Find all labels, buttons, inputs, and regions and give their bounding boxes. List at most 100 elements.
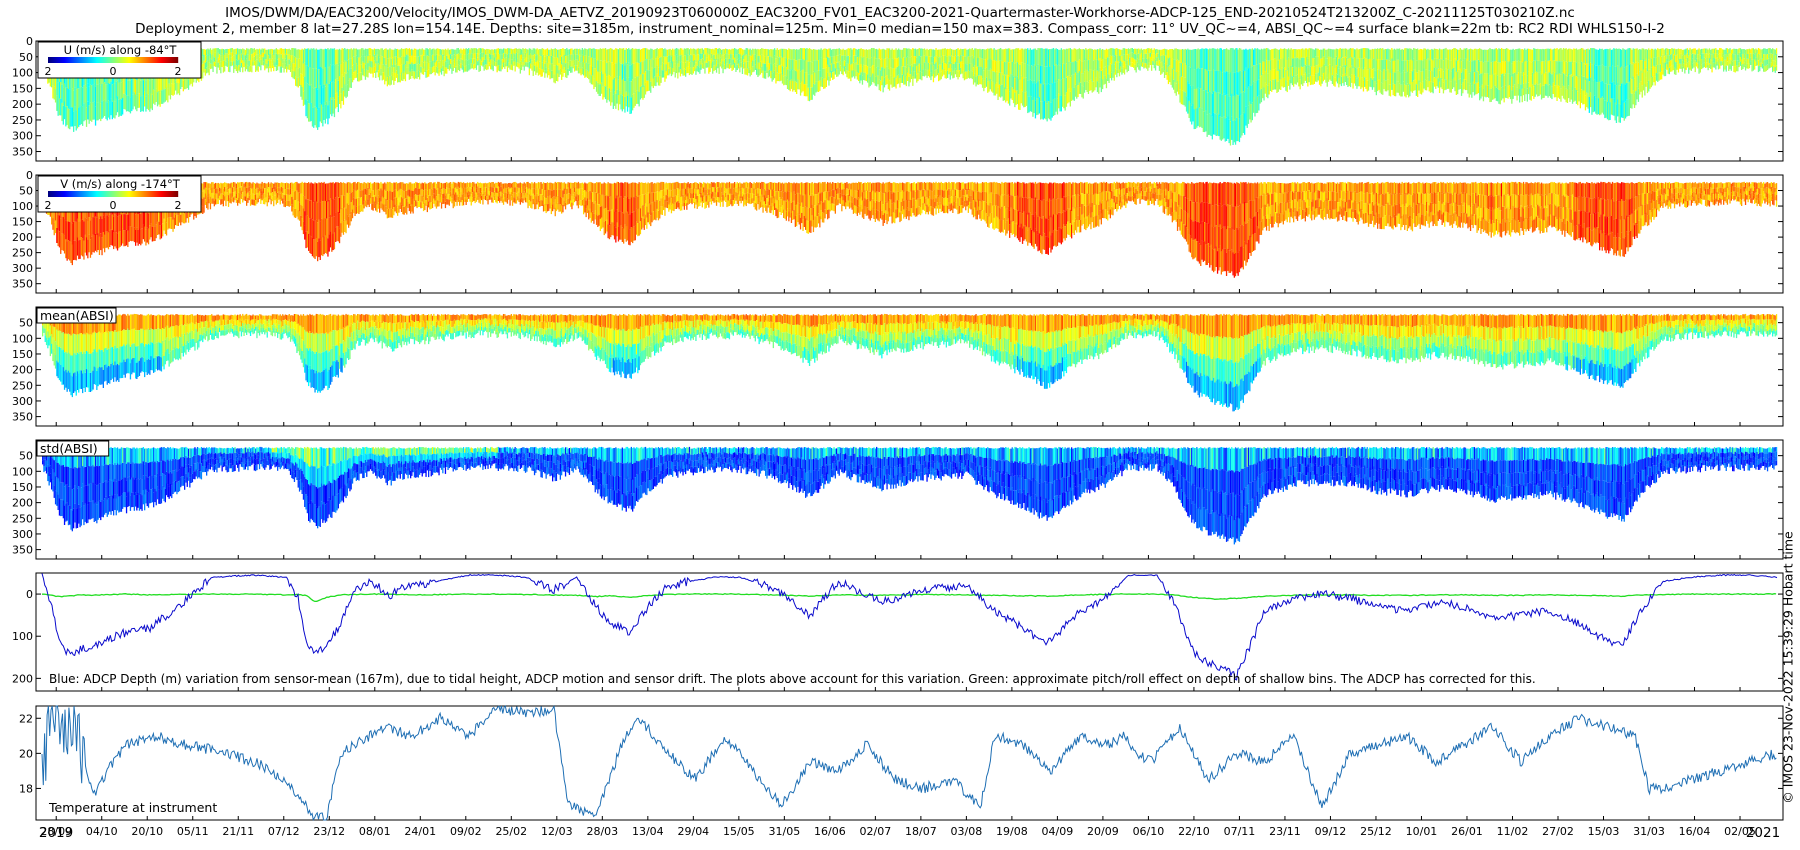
heatmap-cell [1011,61,1013,75]
heatmap-cell [1123,48,1126,55]
heatmap-cell [501,49,503,55]
heatmap-cell [528,55,530,62]
heatmap-cell [69,89,71,110]
heatmap-cell [905,57,907,68]
heatmap-cell [1147,65,1149,71]
heatmap-cell [1103,76,1105,85]
heatmap-cell [1388,49,1390,61]
heatmap-cell [896,75,898,85]
heatmap-cell [768,49,771,57]
heatmap-cell [1356,58,1358,69]
heatmap-cell [1455,60,1457,72]
heatmap-cell [1386,59,1388,71]
heatmap-cell [687,54,689,61]
heatmap-cell [1156,61,1158,66]
heatmap-cell [260,65,262,71]
heatmap-cell [812,49,815,61]
heatmap-cell [1071,49,1073,63]
heatmap-cell [456,66,458,73]
heatmap-cell [154,76,156,91]
heatmap-cell [1081,61,1083,74]
heatmap-cell [141,95,143,111]
heatmap-cell [291,55,293,63]
heatmap-cell [513,61,515,66]
heatmap-cell [78,68,80,89]
heatmap-cell [965,48,967,57]
heatmap-cell [1382,71,1384,84]
heatmap-cell [1316,73,1318,83]
heatmap-cell [1352,48,1354,59]
heatmap-cell [1161,67,1163,74]
heatmap-cell [260,59,262,66]
heatmap-cell [1378,69,1380,80]
heatmap-cell [771,49,773,58]
heatmap-cell [749,62,751,70]
heatmap-cell [135,94,137,110]
heatmap-cell [465,53,467,60]
heatmap-cell [1609,84,1611,103]
heatmap-cell [435,66,438,73]
heatmap-cell [728,64,731,69]
heatmap-cell [289,55,292,61]
heatmap-cell [1207,92,1210,114]
heatmap-cell [788,79,790,90]
heatmap-cell [462,54,465,61]
heatmap-cell [971,48,973,56]
heatmap-cell [447,48,449,54]
heatmap-cell [872,56,874,65]
heatmap-cell [1477,71,1479,82]
heatmap-cell [1569,88,1571,102]
heatmap-cell [346,72,348,85]
heatmap-cell [1318,49,1321,59]
heatmap-cell [357,73,359,82]
heatmap-cell [239,66,241,73]
heatmap-cell [1047,83,1049,102]
heatmap-cell [1460,72,1463,85]
heatmap-cell [1516,87,1518,101]
heatmap-cell [1040,101,1042,120]
heatmap-cell [400,56,403,65]
heatmap-cell [854,71,856,79]
heatmap-cell [592,75,594,85]
heatmap-cell [966,49,968,58]
heatmap-cell [741,49,744,56]
heatmap-cell [235,59,237,66]
heatmap-cell [1371,59,1374,70]
heatmap-cell [1639,60,1641,72]
heatmap-cell [304,62,306,77]
heatmap-cell [883,49,886,59]
heatmap-cell [296,49,298,59]
heatmap-cell [1149,52,1151,57]
heatmap-cell [744,55,746,63]
heatmap-cell [1049,101,1051,120]
heatmap-cell [497,65,499,71]
heatmap-cell [1268,72,1270,84]
heatmap-cell [1194,109,1197,129]
heatmap-cell [1038,48,1040,65]
heatmap-cell [1220,71,1222,95]
heatmap-cell [204,62,206,70]
heatmap-cell [94,106,97,126]
heatmap-cell [1495,61,1497,75]
heatmap-cell [221,48,223,54]
heatmap-cell [608,48,611,62]
heatmap-cell [537,62,540,70]
heatmap-cell [410,49,412,57]
heatmap-cell [863,72,865,80]
heatmap-cell [972,49,975,59]
heatmap-cell [1571,90,1574,104]
heatmap-cell [1530,49,1532,63]
heatmap-cell [737,48,740,54]
heatmap-cell [125,79,128,96]
heatmap-cell [561,56,563,65]
heatmap-cell [663,49,665,57]
heatmap-cell [548,56,550,63]
heatmap-cell [1628,48,1630,65]
heatmap-cell [583,49,585,56]
heatmap-cell [1517,72,1519,84]
heatmap-cell [1321,49,1323,59]
heatmap-cell [943,68,945,75]
heatmap-cell [1488,85,1490,98]
heatmap-cell [477,57,479,62]
heatmap-cell [793,79,795,91]
